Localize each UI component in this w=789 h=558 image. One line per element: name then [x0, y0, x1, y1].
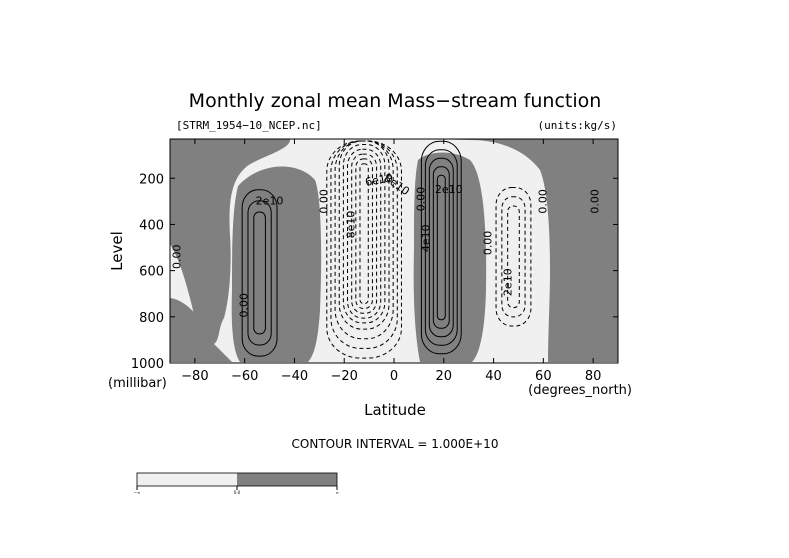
contour-label-10: 0.00 — [482, 231, 495, 256]
x-axis: −80 −60 −40 −20 0 20 40 60 80 — [181, 139, 601, 384]
contour-southern-hadley-cell-6 — [351, 153, 378, 314]
contour-label-0: 2e10 — [256, 194, 284, 207]
contour-northern-hadley-cell-1 — [424, 149, 458, 346]
x-tick-label-0: −80 — [181, 369, 208, 384]
contour-label-9: 2e10 — [435, 183, 463, 196]
x-tick-label-7: 60 — [535, 369, 552, 384]
y-axis: 200 400 600 800 1000 — [131, 172, 618, 372]
x-tick-label-1: −60 — [231, 369, 258, 384]
contour-label-12: 0.00 — [536, 189, 549, 214]
x-axis-title: Latitude — [364, 401, 426, 419]
positive-region-southern-surface — [170, 298, 232, 362]
y-tick-label-4: 1000 — [131, 357, 164, 372]
positive-region-northern-hadley — [413, 152, 487, 362]
contour-northern-hadley-cell-3 — [432, 166, 450, 329]
y-tick-label-0: 200 — [139, 172, 164, 187]
contour-northern-ferrel-cell-1 — [501, 196, 526, 318]
contour-label-8: 4e10 — [419, 224, 432, 252]
plot-area: 2e100.000.000.008e106e108e100.004e102e10… — [169, 138, 619, 364]
contour-label-7: 0.00 — [414, 187, 427, 212]
contour-northern-hadley-cell-4 — [436, 174, 446, 321]
x-units: (degrees_north) — [528, 383, 632, 398]
contour-label-13: 0.00 — [589, 189, 602, 214]
colorbar: −∞ 0.0 ∞ — [134, 472, 339, 495]
x-tick-label-3: −20 — [331, 369, 358, 384]
contour-southern-hadley-cell-3 — [338, 140, 390, 330]
contour-southern-ferrel-cell-0 — [241, 189, 278, 357]
contour-southern-ferrel-cell-1 — [247, 200, 272, 346]
contour-southern-hadley-cell-7 — [355, 158, 373, 309]
colorbar-label-max: ∞ — [335, 490, 338, 495]
contour-southern-ferrel-cell-2 — [253, 211, 266, 335]
colorbar-positive — [237, 473, 337, 486]
contour-label-1: 0.00 — [238, 293, 251, 318]
x-tick-label-2: −40 — [281, 369, 308, 384]
chart-title: Monthly zonal mean Mass−stream function — [189, 90, 602, 112]
contour-northern-ferrel-cell-2 — [507, 205, 520, 309]
x-tick-label-8: 80 — [585, 369, 602, 384]
contour-label-11: 2e10 — [501, 268, 514, 296]
units-label: (units:kg/s) — [538, 119, 617, 132]
y-tick-label-1: 400 — [139, 218, 164, 233]
positive-region-southern-polar — [170, 139, 291, 345]
y-units: (millibar) — [108, 376, 167, 391]
contour-label-4: 8e10 — [345, 211, 358, 239]
colorbar-label-min: −∞ — [134, 490, 141, 495]
contour-label-2: 0.00 — [170, 245, 183, 270]
contour-northern-ferrel-cell-0 — [495, 186, 532, 327]
contour-interval-note: CONTOUR INTERVAL = 1.000E+10 — [292, 437, 499, 451]
y-tick-label-2: 600 — [139, 265, 164, 280]
contour-northern-hadley-cell-0 — [420, 140, 462, 355]
contour-label-5: 6e10 — [364, 171, 394, 189]
contour-southern-hadley-cell-4 — [342, 143, 386, 324]
contour-northern-hadley-cell-2 — [428, 157, 454, 338]
positive-region-northern-high-latitude — [552, 166, 618, 362]
contour-southern-hadley-cell-5 — [347, 148, 382, 319]
y-tick-label-3: 800 — [139, 311, 164, 326]
x-tick-label-5: 20 — [436, 369, 453, 384]
colorbar-label-zero: 0.0 — [234, 490, 241, 495]
x-tick-label-4: 0 — [390, 369, 398, 384]
file-label: [STRM_1954−10_NCEP.nc] — [176, 119, 322, 132]
contour-lines — [241, 140, 532, 359]
colorbar-negative — [137, 473, 237, 486]
contour-southern-hadley-cell-8 — [359, 163, 369, 305]
y-axis-title: Level — [108, 231, 126, 271]
contour-label-3: 0.00 — [317, 189, 330, 214]
x-tick-label-6: 40 — [485, 369, 502, 384]
